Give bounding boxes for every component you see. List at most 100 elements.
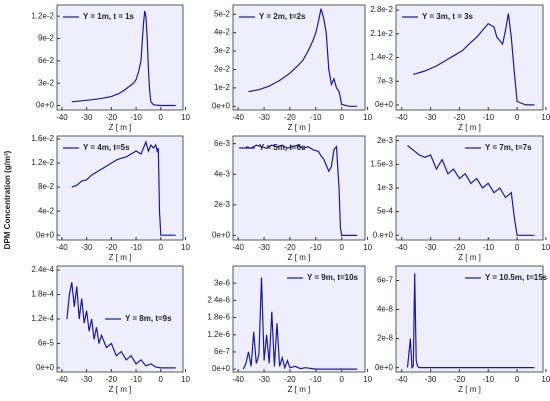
- y-tick-label: 1.2e-6: [207, 330, 230, 339]
- x-tick-label: 0: [339, 243, 344, 252]
- data-line: [66, 282, 176, 369]
- data-line: [413, 13, 535, 106]
- x-tick-label: -20: [106, 113, 118, 122]
- y-tick-label: 0e+0: [36, 363, 55, 372]
- y-tick-label: 6e-7: [377, 276, 394, 285]
- x-tick-label: -10: [482, 113, 494, 122]
- x-axis-label: Z [ m ]: [458, 253, 481, 262]
- legend-label: Y = 4m, t=5s: [83, 143, 130, 152]
- y-tick-label: 1e-3: [377, 183, 394, 192]
- legend-label: Y = 8m, t=9s: [125, 314, 172, 323]
- x-tick-label: -30: [81, 243, 93, 252]
- x-tick-label: -40: [396, 113, 408, 122]
- y-tick-label: 4e-3: [214, 169, 231, 178]
- x-tick-label: 0: [515, 113, 520, 122]
- y-tick-label: 0e+0: [375, 363, 394, 372]
- y-tick-label: 0e+0: [212, 364, 231, 373]
- x-tick-label: 10: [363, 243, 372, 252]
- x-tick-label: 0: [339, 375, 344, 384]
- x-tick-label: 10: [181, 113, 190, 122]
- x-tick-label: -10: [482, 375, 494, 384]
- x-tick-label: -40: [56, 375, 68, 384]
- x-tick-label: -40: [232, 243, 244, 252]
- data-line: [406, 273, 535, 369]
- x-tick-label: -40: [56, 113, 68, 122]
- x-tick-label: 0: [159, 243, 164, 252]
- y-tick-label: 0e+0: [212, 231, 231, 240]
- y-tick-label: 5e-2: [214, 9, 231, 18]
- x-tick-label: -20: [106, 243, 118, 252]
- x-tick-label: -20: [454, 243, 466, 252]
- x-axis-label: Z [ m ]: [109, 123, 132, 132]
- legend-label: Y = 7m, t=7s: [485, 143, 532, 152]
- x-tick-label: 10: [181, 375, 190, 384]
- x-tick-label: -30: [81, 375, 93, 384]
- y-tick-label: 0e+0: [375, 100, 394, 109]
- x-tick-label: -10: [482, 243, 494, 252]
- x-axis-label: Z [ m ]: [109, 253, 132, 262]
- x-axis-label: Z [ m ]: [109, 385, 132, 394]
- y-tick-label: 7e-3: [377, 76, 394, 85]
- x-tick-label: 10: [181, 243, 190, 252]
- x-tick-label: -30: [258, 243, 270, 252]
- y-tick-label: 1.2e-4: [31, 314, 54, 323]
- y-tick-label: 6e-3: [214, 139, 231, 148]
- x-tick-label: 10: [363, 375, 372, 384]
- plot-area: [232, 135, 366, 241]
- x-tick-label: 0: [339, 113, 344, 122]
- x-tick-label: -20: [284, 113, 296, 122]
- y-tick-label: 0e+0: [36, 230, 55, 239]
- x-tick-label: -30: [81, 113, 93, 122]
- x-axis-label: Z [ m ]: [458, 385, 481, 394]
- x-tick-label: 0: [159, 113, 164, 122]
- y-tick-label: 8e-2: [38, 182, 55, 191]
- x-axis-label: Z [ m ]: [288, 253, 311, 262]
- x-tick-label: -10: [130, 375, 142, 384]
- x-tick-label: -30: [258, 113, 270, 122]
- y-tick-label: 3e-2: [214, 46, 231, 55]
- y-tick-label: 1.8e-4: [31, 290, 54, 299]
- x-tick-label: -10: [310, 113, 322, 122]
- y-tick-label: 1e-2: [214, 83, 231, 92]
- x-tick-label: 0: [515, 375, 520, 384]
- y-tick-label: 4e-2: [38, 206, 55, 215]
- y-tick-label: 1.2e-2: [31, 11, 54, 20]
- x-axis-label: Z [ m ]: [458, 123, 481, 132]
- x-tick-label: -20: [454, 113, 466, 122]
- legend-label: Y = 1m, t = 1s: [83, 12, 135, 21]
- plot-area: [395, 135, 544, 241]
- y-tick-label: 3e-6: [214, 278, 231, 287]
- x-tick-label: 10: [541, 113, 550, 122]
- data-line: [71, 140, 176, 236]
- y-tick-label: 6e-2: [38, 56, 55, 65]
- y-tick-label: 6e-5: [38, 339, 55, 348]
- y-tick-label: 2e-3: [377, 136, 394, 145]
- x-tick-label: 10: [541, 375, 550, 384]
- data-line: [245, 144, 358, 236]
- legend-label: Y = 5m, t=6s: [259, 143, 306, 152]
- x-tick-label: -40: [56, 243, 68, 252]
- y-tick-label: 2e-2: [214, 65, 231, 74]
- y-tick-label: 2e-8: [377, 334, 394, 343]
- y-tick-label: 5e-4: [377, 207, 394, 216]
- data-line: [248, 8, 358, 107]
- y-tick-label: 2.1e-2: [370, 29, 393, 38]
- x-tick-label: -40: [396, 375, 408, 384]
- x-tick-label: -20: [106, 375, 118, 384]
- x-tick-label: -40: [396, 243, 408, 252]
- y-tick-label: 4e-2: [214, 28, 231, 37]
- y-tick-label: 2.4e-4: [31, 265, 54, 274]
- x-axis-label: Z [ m ]: [288, 385, 311, 394]
- y-tick-label: 1.2e-2: [31, 158, 54, 167]
- x-tick-label: -30: [425, 243, 437, 252]
- plot-area: [395, 265, 544, 373]
- x-axis-label: Z [ m ]: [288, 123, 311, 132]
- y-tick-label: 4e-8: [377, 305, 394, 314]
- plot-area: [232, 4, 366, 111]
- y-tick-label: 6e-7: [214, 347, 231, 356]
- y-tick-label: 2e-3: [214, 200, 231, 209]
- legend-label: Y = 9m, t=10s: [307, 273, 359, 282]
- y-tick-label: 3e-2: [38, 78, 55, 87]
- y-tick-label: 0e+0: [36, 101, 55, 110]
